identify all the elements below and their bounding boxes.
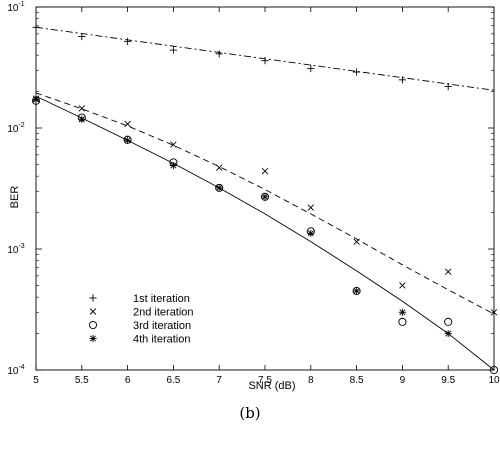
- data-point-plus: [444, 82, 452, 91]
- data-point-x: [307, 204, 314, 211]
- data-point-x: [490, 309, 498, 316]
- legend-label: 2nd iteration: [133, 307, 194, 319]
- x-tick-label: 8: [308, 375, 314, 386]
- y-tick-label: 10-1: [7, 1, 24, 14]
- legend-marker-circle: [88, 320, 98, 330]
- y-axis-label: BER: [9, 186, 21, 209]
- data-point-circle: [398, 317, 407, 326]
- data-point-x: [399, 282, 406, 289]
- y-tick-label: 10-2: [7, 122, 24, 135]
- data-point-asterisk: [398, 308, 406, 316]
- data-point-asterisk: [78, 115, 86, 123]
- x-tick-label: 5.5: [75, 375, 89, 386]
- data-point-x: [353, 238, 360, 245]
- legend-marker-x: [89, 308, 97, 315]
- legend-label: 4th iteration: [133, 334, 190, 346]
- x-tick-label: 9.5: [441, 375, 455, 386]
- data-point-plus: [261, 57, 269, 65]
- data-point-x: [216, 164, 223, 171]
- data-point-x: [78, 105, 85, 112]
- x-tick-label: 6.5: [166, 375, 180, 386]
- legend-marker-plus: [89, 294, 97, 302]
- axes: 5 5.5 6 6.5 7 7.5 8 8.5 9 9.5 10 10-4 10-3 10-2 10-1: [7, 1, 500, 386]
- x-tick-label: 8.5: [350, 375, 364, 386]
- curve-dashed: [35, 92, 495, 315]
- data-point-plus: [398, 76, 406, 84]
- data-point-circle: [489, 365, 499, 375]
- data-point-asterisk: [124, 136, 132, 144]
- data-point-plus: [169, 46, 177, 54]
- x-tick-label: 7.5: [258, 375, 272, 386]
- y-tick-label: 10-3: [7, 243, 24, 256]
- data-point-asterisk: [353, 287, 361, 295]
- data-point-x: [261, 167, 269, 175]
- data-markers: [31, 23, 499, 375]
- legend-marker-asterisk: [89, 334, 97, 343]
- data-point-asterisk: [32, 95, 40, 104]
- x-axis-label: SNR (dB): [248, 380, 295, 392]
- data-point-plus: [353, 68, 361, 76]
- figure-caption: (b): [239, 404, 261, 422]
- legend-label: 3rd iteration: [133, 320, 191, 332]
- data-point-asterisk: [261, 193, 269, 201]
- data-point-plus: [307, 64, 315, 73]
- legend-label: 1st iteration: [133, 293, 190, 305]
- y-tick-label: 10-4: [7, 364, 24, 377]
- x-tick-label: 6: [125, 375, 131, 386]
- x-tick-label: 10: [488, 375, 500, 386]
- data-point-plus: [32, 23, 40, 31]
- curve-solid: [35, 95, 495, 371]
- x-tick-label: 9: [400, 375, 406, 386]
- data-point-plus: [124, 37, 132, 45]
- x-tick-label: 7: [216, 375, 222, 386]
- data-point-asterisk: [307, 229, 315, 237]
- data-point-x: [124, 120, 131, 128]
- data-point-asterisk: [169, 161, 177, 170]
- data-point-asterisk: [215, 184, 223, 192]
- data-point-x: [445, 268, 452, 275]
- data-point-asterisk: [444, 329, 452, 338]
- data-point-x: [170, 141, 177, 148]
- data-point-plus: [78, 32, 86, 41]
- x-tick-label: 5: [33, 375, 39, 386]
- data-point-plus: [215, 50, 223, 58]
- data-point-circle: [444, 317, 453, 326]
